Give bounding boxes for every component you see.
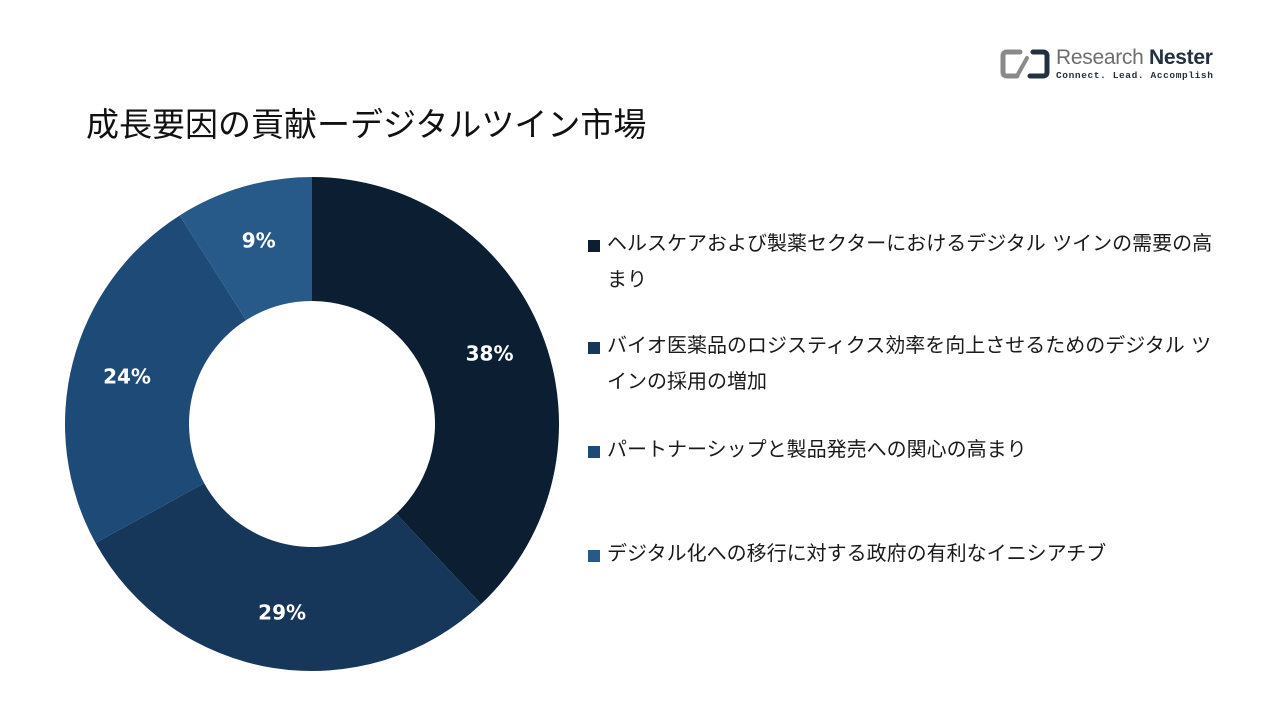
donut-slice bbox=[95, 483, 482, 671]
legend-swatch bbox=[588, 240, 600, 252]
legend-swatch bbox=[588, 446, 600, 458]
research-nester-logo: Research Nester Connect. Lead. Accomplis… bbox=[1000, 46, 1230, 86]
legend-item: パートナーシップと製品発売への関心の高まり bbox=[588, 437, 1218, 467]
logo-name-nester: Nester bbox=[1149, 46, 1213, 69]
donut-slice bbox=[312, 177, 560, 605]
logo-mark-icon bbox=[1000, 49, 1050, 79]
slice-data-label: 38% bbox=[466, 342, 514, 366]
logo-name: Research Nester bbox=[1056, 46, 1214, 70]
legend-swatch bbox=[588, 550, 600, 562]
page-title: 成長要因の貢献ーデジタルツイン市場 bbox=[86, 105, 647, 144]
legend-item: デジタル化への移行に対する政府の有利なイニシアチブ bbox=[588, 541, 1218, 571]
logo-name-research: Research bbox=[1056, 46, 1144, 69]
legend-label: パートナーシップと製品発売への関心の高まり bbox=[607, 437, 1027, 461]
slice-data-label: 9% bbox=[242, 229, 276, 253]
legend-label: デジタル化への移行に対する政府の有利なイニシアチブ bbox=[607, 541, 1107, 565]
logo-tagline: Connect. Lead. Accomplish bbox=[1056, 70, 1214, 81]
legend-swatch bbox=[588, 342, 600, 354]
legend-label: バイオ医薬品のロジスティクス効率を向上させるためのデジタル ツインの採用の増加 bbox=[607, 333, 1212, 393]
slice-data-label: 24% bbox=[103, 365, 151, 389]
legend-item: バイオ医薬品のロジスティクス効率を向上させるためのデジタル ツインの採用の増加 bbox=[588, 333, 1218, 399]
donut-slice bbox=[179, 177, 312, 321]
slice-data-label: 29% bbox=[258, 601, 306, 625]
legend-label: ヘルスケアおよび製薬セクターにおけるデジタル ツインの需要の高まり bbox=[607, 231, 1213, 291]
donut-slice bbox=[64, 215, 247, 543]
legend-item: ヘルスケアおよび製薬セクターにおけるデジタル ツインの需要の高まり bbox=[588, 231, 1218, 297]
